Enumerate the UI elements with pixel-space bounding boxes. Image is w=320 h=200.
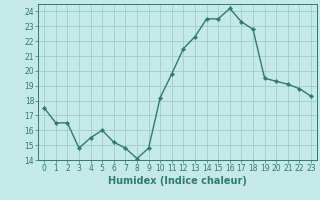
X-axis label: Humidex (Indice chaleur): Humidex (Indice chaleur) [108,176,247,186]
